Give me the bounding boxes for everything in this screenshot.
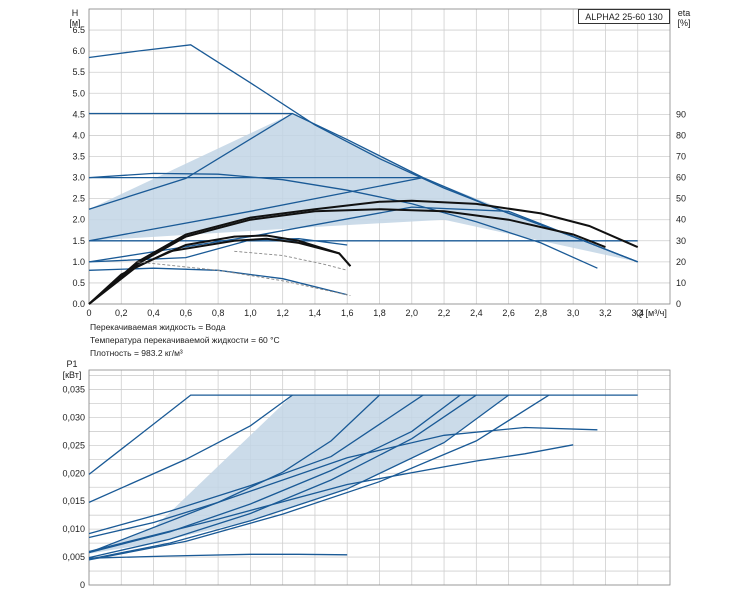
y-tick-label: 3.0	[72, 173, 85, 183]
y-tick-label: 6.0	[72, 46, 85, 56]
x-tick-label: 3,4	[631, 308, 644, 318]
y-tick-label: 2.5	[72, 194, 85, 204]
p1-curve-1	[88, 394, 638, 475]
h-curve-8	[88, 206, 638, 263]
x-tick-label: 0,6	[180, 308, 193, 318]
p1-curve-5	[88, 394, 461, 554]
eta-curve-5	[137, 261, 351, 297]
eta-axis-unit: [%]	[677, 18, 690, 28]
eta-curve-6	[234, 250, 348, 271]
p1-tick-label: 0,035	[62, 385, 85, 395]
eta-tick-label: 70	[676, 152, 686, 162]
x-tick-label: 0,8	[212, 308, 225, 318]
x-tick-label: 2,8	[535, 308, 548, 318]
x-tick-label: 1,8	[373, 308, 386, 318]
p1-curve-4	[88, 394, 380, 539]
eta-curve-1	[88, 199, 639, 305]
p1-tick-label: 0	[80, 580, 85, 590]
p1-curve-11	[88, 553, 348, 559]
y-tick-label: 0.5	[72, 278, 85, 288]
eta-tick-label: 50	[676, 194, 686, 204]
y-tick-label: 3.5	[72, 152, 85, 162]
temperature-info: Температура перекачиваемой жидкости = 60…	[90, 335, 280, 345]
plot-frame	[88, 369, 671, 586]
p1-axis-name: P1	[66, 359, 77, 369]
eta-tick-label: 0	[676, 299, 681, 309]
h-curve-3	[88, 172, 598, 269]
model-label: ALPHA2 25-60 130	[578, 9, 670, 24]
p1-tick-label: 0,005	[62, 552, 85, 562]
plot-frame	[88, 8, 671, 305]
x-tick-label: 1,6	[341, 308, 354, 318]
p1-tick-label: 0,020	[62, 468, 85, 478]
eta-tick-label: 40	[676, 215, 686, 225]
eta-curve-2	[88, 208, 606, 305]
x-tick-label: 0,4	[147, 308, 160, 318]
p1-curve-9	[88, 444, 574, 553]
p1-tick-label: 0,010	[62, 524, 85, 534]
x-tick-label: 3,0	[567, 308, 580, 318]
eta-tick-label: 30	[676, 236, 686, 246]
y-tick-label: 5.5	[72, 67, 85, 77]
p1-curve-6	[88, 394, 477, 559]
eta-tick-label: 80	[676, 130, 686, 140]
eta-curve-4	[88, 237, 352, 305]
h-curve-5	[88, 112, 293, 210]
y-tick-label: 1.0	[72, 257, 85, 267]
x-tick-label: 2,6	[502, 308, 515, 318]
fluid-info: Перекачиваемая жидкость = Вода	[90, 322, 226, 332]
eta-tick-label: 90	[676, 109, 686, 119]
x-axis-label: Q [м³/ч]	[636, 308, 667, 318]
p1-tick-label: 0,030	[62, 412, 85, 422]
h-curve-6	[88, 176, 424, 242]
x-tick-label: 0,2	[115, 308, 128, 318]
y-axis-name: H	[72, 8, 79, 18]
y-tick-label: 5.0	[72, 88, 85, 98]
y-tick-label: 2.0	[72, 215, 85, 225]
p1-axis-unit: [кВт]	[63, 370, 82, 380]
p1-curve-10	[88, 426, 598, 554]
y-axis-unit: [м]	[69, 18, 80, 28]
x-tick-label: 3,2	[599, 308, 612, 318]
x-tick-label: 1,0	[244, 308, 257, 318]
density-info: Плотность = 983.2 кг/м³	[90, 348, 183, 358]
y-tick-label: 4.5	[72, 109, 85, 119]
y-tick-label: 0.0	[72, 299, 85, 309]
x-tick-label: 1,2	[276, 308, 289, 318]
p1-curve-3	[88, 394, 424, 535]
x-tick-label: 1,4	[309, 308, 322, 318]
p1-tick-label: 0,015	[62, 496, 85, 506]
p1-tick-label: 0,025	[62, 440, 85, 450]
x-tick-label: 2,2	[438, 308, 451, 318]
x-tick-label: 2,0	[406, 308, 419, 318]
x-tick-label: 2,4	[470, 308, 483, 318]
eta-tick-label: 20	[676, 257, 686, 267]
eta-axis-name: eta	[678, 8, 691, 18]
y-tick-label: 4.0	[72, 130, 85, 140]
y-tick-label: 1.5	[72, 236, 85, 246]
x-tick-label: 0	[86, 308, 91, 318]
p1-curve-8	[88, 394, 550, 561]
eta-tick-label: 10	[676, 278, 686, 288]
eta-tick-label: 60	[676, 173, 686, 183]
y-tick-label: 6.5	[72, 25, 85, 35]
p1-curve-2	[88, 394, 293, 503]
